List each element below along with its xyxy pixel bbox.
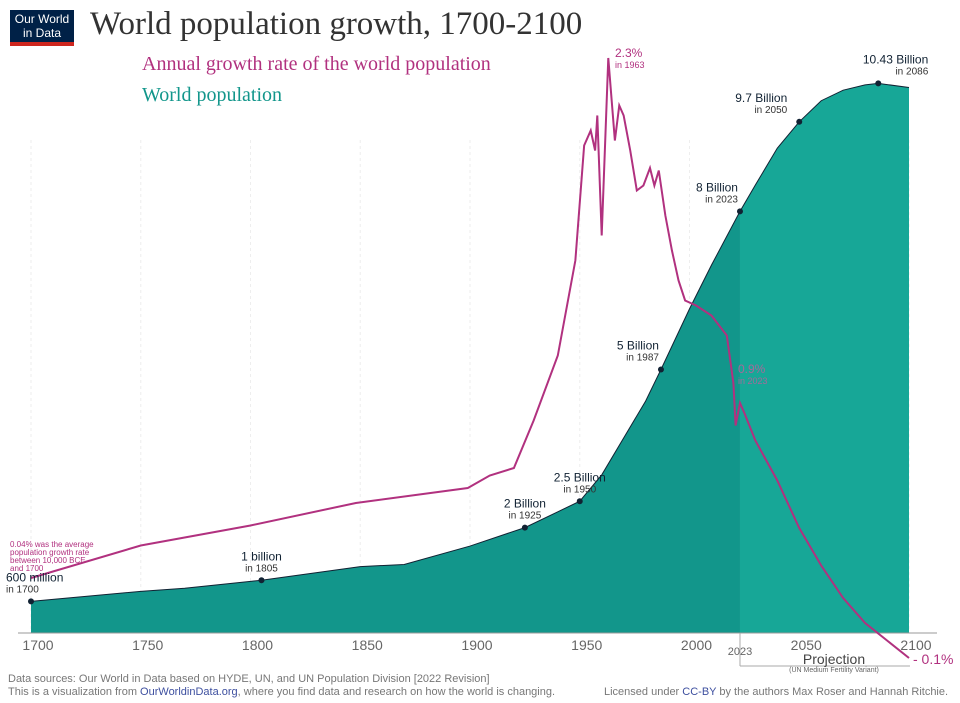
- population-annotation-label: 1 billion: [241, 549, 282, 563]
- legend-growth: Annual growth rate of the world populati…: [142, 53, 491, 75]
- growth-note-line: and 1700: [10, 564, 44, 573]
- population-annotation-sub: in 1925: [508, 511, 541, 522]
- growth-2023-label: 0.9%: [738, 362, 766, 376]
- growth-peak-sub: in 1963: [615, 60, 645, 70]
- x-tick-label: 1950: [571, 637, 602, 653]
- projection-label: Projection: [803, 651, 865, 667]
- population-annotation-label: 9.7 Billion: [735, 91, 787, 105]
- population-annotation-label: 10.43 Billion: [863, 52, 928, 66]
- population-line: [30, 82, 910, 602]
- license-note: Licensed under CC-BY by the authors Max …: [604, 686, 948, 698]
- population-marker: [796, 118, 803, 125]
- x-tick-label: 1850: [352, 637, 383, 653]
- population-annotation-label: 8 Billion: [696, 180, 738, 194]
- population-annotation-sub: in 2050: [754, 105, 787, 116]
- growth-2023-sub: in 2023: [738, 376, 768, 386]
- population-annotation-label: 600 million: [6, 570, 63, 584]
- x-tick-label: 1700: [22, 637, 53, 653]
- vis-pre: This is a visualization from: [8, 686, 141, 698]
- population-marker: [521, 524, 528, 531]
- population-marker: [576, 498, 583, 505]
- population-annotation-sub: in 2086: [895, 66, 928, 77]
- owid-link[interactable]: OurWorldinData.org: [140, 686, 238, 698]
- x-tick-label: 1750: [132, 637, 163, 653]
- population-marker: [28, 598, 34, 605]
- chart-title: World population growth, 1700-2100: [90, 6, 583, 42]
- x-tick-label: 2050: [791, 637, 822, 653]
- population-marker: [657, 366, 664, 373]
- license-pre: Licensed under: [604, 686, 683, 698]
- projection-sublabel: (UN Medium Fertility Variant): [789, 667, 879, 674]
- population-annotation-label: 2 Billion: [504, 497, 546, 511]
- population-annotation-sub: in 1987: [626, 353, 659, 364]
- x-tick-label: 1900: [461, 637, 492, 653]
- population-annotation-sub: in 1805: [245, 563, 278, 574]
- population-annotation-label: 5 Billion: [617, 339, 659, 353]
- population-marker: [875, 80, 882, 87]
- logo-line2: in Data: [22, 26, 62, 40]
- population-annotation-label: 2.5 Billion: [554, 470, 606, 484]
- growth-rate-line: [30, 57, 910, 659]
- population-marker: [736, 208, 743, 215]
- x-tick-label: 1800: [242, 637, 273, 653]
- population-area-projection: [739, 83, 909, 634]
- visualization-note: This is a visualization from OurWorldinD…: [8, 686, 555, 698]
- sources-text: Data sources: Our World in Data based on…: [8, 673, 490, 685]
- growth-peak-label: 2.3%: [615, 46, 643, 60]
- growth-note-line: 0.04% was the average: [10, 540, 94, 549]
- population-annotation-sub: in 1700: [6, 584, 39, 595]
- vis-post: , where you find data and research on ho…: [237, 686, 556, 698]
- x-tick-label: 2000: [681, 637, 712, 653]
- population-marker: [258, 577, 265, 584]
- license-post: by the authors Max Roser and Hannah Ritc…: [716, 686, 949, 698]
- population-annotation-sub: in 1950: [563, 484, 596, 495]
- logo-line1: Our World: [14, 12, 70, 26]
- population-area-historic: [31, 211, 740, 633]
- growth-note-line: population growth rate: [10, 548, 90, 557]
- owid-logo: Our World in Data: [10, 10, 74, 46]
- x-tick-label: 2100: [900, 637, 931, 653]
- cc-by-link[interactable]: CC-BY: [682, 686, 717, 698]
- legend-population: World population: [142, 84, 283, 106]
- growth-2100-label: - 0.1%: [913, 651, 953, 667]
- population-annotation-sub: in 2023: [705, 194, 738, 205]
- growth-note-line: between 10,000 BCE: [10, 556, 86, 565]
